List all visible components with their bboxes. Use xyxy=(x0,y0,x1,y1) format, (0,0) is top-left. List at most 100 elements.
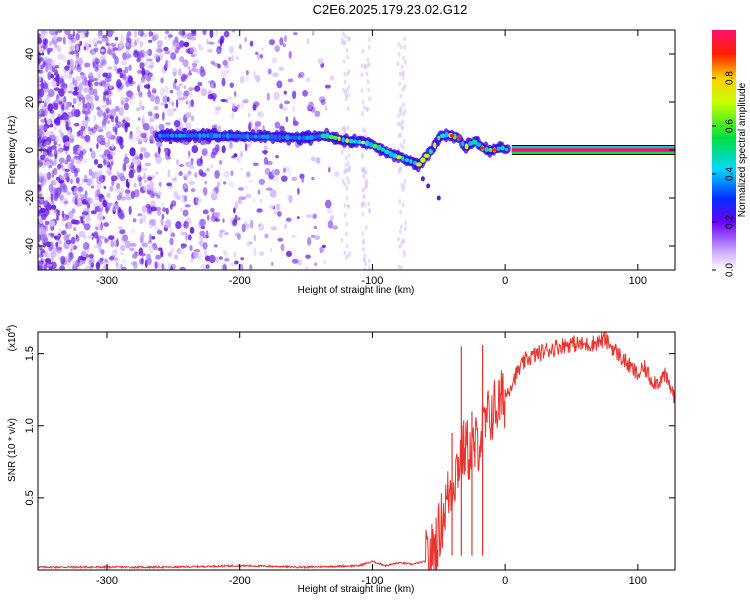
noise-blob xyxy=(312,213,318,219)
noise-blob xyxy=(169,89,174,94)
noise-blob xyxy=(273,225,276,230)
noise-blob xyxy=(54,118,61,126)
noise-blob xyxy=(76,85,84,92)
noise-blob xyxy=(180,207,183,212)
noise-blob xyxy=(50,251,57,258)
noise-streak xyxy=(343,71,347,77)
noise-blob xyxy=(307,90,314,96)
ridge-core xyxy=(206,133,210,139)
noise-blob xyxy=(70,37,77,43)
ridge-core xyxy=(388,151,394,157)
noise-blob xyxy=(188,89,193,99)
noise-blob xyxy=(86,235,94,239)
noise-blob xyxy=(81,199,89,205)
noise-blob xyxy=(77,186,84,193)
noise-blob xyxy=(204,180,208,185)
noise-blob xyxy=(93,159,99,165)
noise-blob xyxy=(210,60,215,65)
noise-blob xyxy=(38,42,43,52)
noise-blob xyxy=(181,73,187,82)
noise-blob xyxy=(149,233,152,243)
noise-blob xyxy=(94,58,100,65)
noise-blob xyxy=(56,36,63,42)
noise-blob xyxy=(276,80,283,89)
noise-blob xyxy=(231,111,234,120)
noise-blob xyxy=(165,122,171,126)
noise-blob xyxy=(288,194,293,204)
noise-blob xyxy=(190,188,196,193)
noise-blob xyxy=(91,126,98,134)
noise-streak xyxy=(402,102,406,108)
ridge-core xyxy=(332,135,338,140)
noise-blob xyxy=(132,218,137,223)
noise-streak xyxy=(399,44,403,50)
noise-blob xyxy=(248,122,252,132)
noise-blob xyxy=(155,254,162,260)
noise-blob xyxy=(88,39,93,45)
noise-blob xyxy=(128,134,133,141)
noise-streak xyxy=(398,71,402,77)
noise-blob xyxy=(200,88,207,97)
noise-blob xyxy=(280,243,285,252)
noise-streak xyxy=(365,71,369,77)
noise-blob xyxy=(76,97,82,106)
noise-blob xyxy=(245,70,249,76)
noise-blob xyxy=(68,257,72,263)
noise-blob xyxy=(314,235,321,240)
noise-blob xyxy=(63,85,67,94)
noise-blob xyxy=(76,64,82,73)
noise-blob xyxy=(123,102,129,111)
noise-streak xyxy=(396,113,400,119)
noise-blob xyxy=(80,120,85,130)
ridge-core xyxy=(464,143,469,150)
noise-blob xyxy=(199,230,206,237)
ridge-stray xyxy=(436,195,441,201)
noise-blob xyxy=(187,234,192,241)
ridge-core xyxy=(257,134,262,140)
noise-blob xyxy=(66,126,70,131)
noise-blob xyxy=(48,165,52,169)
noise-blob xyxy=(38,147,42,152)
noise-blob xyxy=(122,234,128,242)
noise-blob xyxy=(148,65,154,69)
noise-blob xyxy=(100,59,107,66)
noise-blob xyxy=(100,48,105,53)
noise-blob xyxy=(38,198,45,205)
noise-blob xyxy=(101,137,106,143)
noise-streak xyxy=(399,105,403,111)
noise-blob xyxy=(54,123,57,131)
noise-streak xyxy=(363,105,367,111)
noise-streak xyxy=(344,155,348,161)
noise-streak xyxy=(399,224,403,230)
noise-blob xyxy=(142,72,147,80)
noise-blob xyxy=(45,257,52,263)
noise-blob xyxy=(126,31,132,37)
noise-blob xyxy=(77,30,82,34)
noise-blob xyxy=(50,64,54,74)
noise-blob xyxy=(60,255,66,265)
noise-blob xyxy=(155,124,158,133)
noise-blob xyxy=(255,74,261,83)
ridge-core xyxy=(320,133,326,139)
noise-blob xyxy=(173,120,181,127)
noise-streak xyxy=(401,119,405,125)
noise-blob xyxy=(217,63,221,69)
noise-blob xyxy=(291,234,297,238)
noise-blob xyxy=(267,68,272,75)
noise-blob xyxy=(102,175,106,180)
noise-blob xyxy=(93,114,96,122)
noise-blob xyxy=(171,101,175,107)
noise-blob xyxy=(269,39,275,46)
noise-blob xyxy=(174,36,179,44)
noise-blob xyxy=(296,216,300,220)
noise-blob xyxy=(78,197,82,202)
noise-blob xyxy=(63,240,70,250)
noise-blob xyxy=(144,179,147,183)
noise-blob xyxy=(233,207,236,214)
noise-blob xyxy=(105,42,111,47)
noise-blob xyxy=(152,222,156,227)
snr-frame xyxy=(37,331,676,571)
noise-blob xyxy=(148,182,154,191)
noise-streak xyxy=(402,252,406,258)
noise-blob xyxy=(164,36,167,40)
